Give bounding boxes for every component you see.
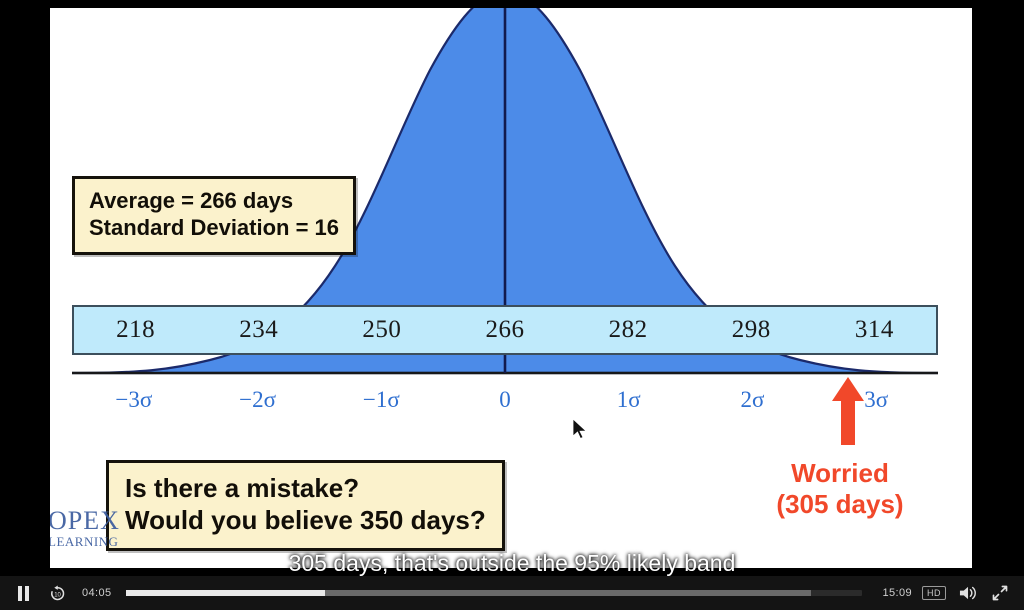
slide-canvas: 218 234 250 266 282 298 314 −3σ −2σ −1σ … [50,8,972,568]
replay-10-icon: 10 [50,585,64,600]
opex-learning-logo: OPEX LEARNING [50,506,153,549]
band-value-3: 266 [485,316,525,343]
logo-line1: OPEX [50,506,120,535]
mouse-cursor [572,418,587,440]
question-callout: Is there a mistake? Would you believe 35… [106,460,505,552]
question-callout-line2: Would you believe 350 days? [125,504,486,535]
band-value-1: 234 [239,316,279,343]
sigma-label-4: 1σ [616,387,641,412]
volume-button[interactable] [954,585,982,601]
sigma-label-5: 2σ [740,387,765,412]
question-callout-line1: Is there a mistake? [125,473,360,503]
stats-callout: Average = 266 days Standard Deviation = … [72,176,357,255]
band-value-5: 298 [731,316,771,343]
duration-time: 15:09 [882,587,912,599]
band-value-6: 314 [854,316,894,343]
seek-buffered [125,590,811,596]
band-value-0: 218 [116,316,156,343]
sigma-label-3: 0 [499,387,511,412]
sigma-label-2: −1σ [362,387,400,412]
seek-played [125,590,325,596]
pause-button[interactable] [8,585,38,601]
sigma-label-6: 3σ [864,387,889,412]
band-value-2: 250 [362,316,402,343]
band-value-4: 282 [608,316,648,343]
svg-text:10: 10 [54,592,61,598]
pause-icon [17,585,29,601]
fullscreen-icon [992,585,1008,601]
sigma-axis: −3σ −2σ −1σ 0 1σ 2σ 3σ [72,386,938,414]
seek-bar[interactable] [125,590,863,596]
player-controls: 10 04:05 15:09 HD [0,576,1024,610]
sigma-label-1: −2σ [239,387,277,412]
volume-on-icon [959,586,976,600]
logo-line2: LEARNING [50,534,119,549]
subtitle-line-1: 305 days, that's outside the 95% likely … [288,550,736,576]
fullscreen-button[interactable] [986,585,1014,601]
replay-10-button[interactable]: 10 [42,585,72,602]
hd-badge[interactable]: HD [922,586,946,600]
sigma-label-0: −3σ [115,387,153,412]
worried-annotation: Worried (305 days) [740,458,940,519]
up-arrow-icon [832,377,864,445]
stats-callout-line1: Average = 266 days [89,188,294,213]
stats-callout-line2: Standard Deviation = 16 [89,214,340,240]
value-axis-band: 218 234 250 266 282 298 314 [72,305,938,355]
current-time: 04:05 [82,587,112,599]
worried-line2: (305 days) [776,488,904,519]
worried-line1: Worried [791,458,889,488]
